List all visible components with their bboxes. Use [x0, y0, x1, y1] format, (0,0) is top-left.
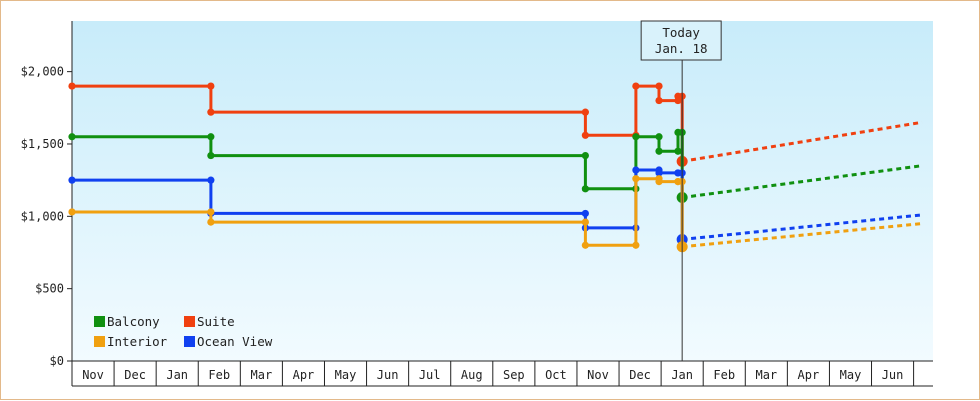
x-tick-label: Jan — [671, 368, 693, 382]
legend-swatch — [184, 316, 195, 327]
series-point — [581, 151, 589, 160]
series-point — [68, 176, 76, 184]
series-point — [207, 82, 215, 90]
plot-area — [72, 21, 933, 361]
series-point — [68, 82, 76, 90]
series-point — [632, 241, 640, 249]
series-point — [581, 209, 589, 218]
series-point — [655, 177, 663, 186]
today-annotation-label: Today — [662, 25, 700, 40]
x-tick-label: Feb — [208, 368, 230, 382]
legend-label: Balcony — [107, 314, 160, 329]
series-forecast-line — [682, 222, 923, 249]
x-tick-label: Jun — [882, 368, 904, 382]
legend-label: Suite — [197, 314, 235, 329]
x-tick-label: Mar — [755, 368, 777, 382]
series-point — [207, 108, 215, 116]
x-tick-label: Dec — [124, 368, 146, 382]
x-tick-label: Feb — [713, 368, 735, 382]
legend-swatch — [184, 336, 195, 347]
y-tick-label: $500 — [35, 282, 64, 296]
series-point — [581, 131, 589, 139]
x-tick-label: Nov — [587, 368, 609, 382]
x-tick-label: Jun — [377, 368, 399, 382]
series-point — [207, 218, 215, 226]
series-forecast-line — [681, 120, 923, 163]
x-tick-label: Apr — [798, 368, 820, 382]
x-tick-label: May — [840, 368, 862, 382]
series-forecast-line — [682, 213, 923, 241]
series-point — [632, 82, 640, 90]
x-tick-label: Apr — [293, 368, 315, 382]
series-point — [632, 175, 640, 183]
series-forecast-line — [681, 164, 923, 199]
series-point — [581, 241, 589, 249]
x-tick-label: Oct — [545, 368, 567, 382]
series-point — [632, 166, 640, 174]
series-point — [632, 133, 640, 141]
x-tick-label: Dec — [629, 368, 651, 382]
legend-label: Interior — [107, 334, 168, 349]
x-tick-label: Jan — [166, 368, 188, 382]
series-point — [581, 108, 589, 116]
series-point — [674, 147, 682, 155]
x-tick-label: Sep — [503, 368, 525, 382]
series-point — [655, 169, 663, 177]
series-point — [68, 133, 76, 141]
series-point — [207, 133, 215, 141]
y-tick-label: $0 — [50, 354, 64, 368]
today-annotation-box — [640, 20, 722, 61]
legend-label: Ocean View — [197, 334, 273, 349]
series-point — [655, 147, 663, 155]
series-point — [655, 82, 663, 90]
series-point — [207, 151, 215, 160]
series-point — [207, 208, 215, 216]
series-point — [68, 208, 76, 216]
legend-swatch — [94, 316, 105, 327]
x-tick-label: Aug — [461, 368, 483, 382]
x-tick-label: Mar — [251, 368, 273, 382]
today-annotation-date: Jan. 18 — [655, 41, 708, 56]
x-tick-label: Jul — [419, 368, 441, 382]
y-tick-label: $2,000 — [21, 65, 64, 79]
series-point — [655, 133, 663, 141]
y-tick-label: $1,000 — [21, 209, 64, 223]
x-tick-label: May — [335, 368, 357, 382]
series-point — [581, 218, 589, 226]
series-point — [655, 96, 663, 105]
y-tick-label: $1,500 — [21, 137, 64, 151]
x-tick-label: Nov — [82, 368, 104, 382]
series-point — [207, 176, 215, 184]
series-point — [581, 185, 589, 193]
legend-swatch — [94, 336, 105, 347]
